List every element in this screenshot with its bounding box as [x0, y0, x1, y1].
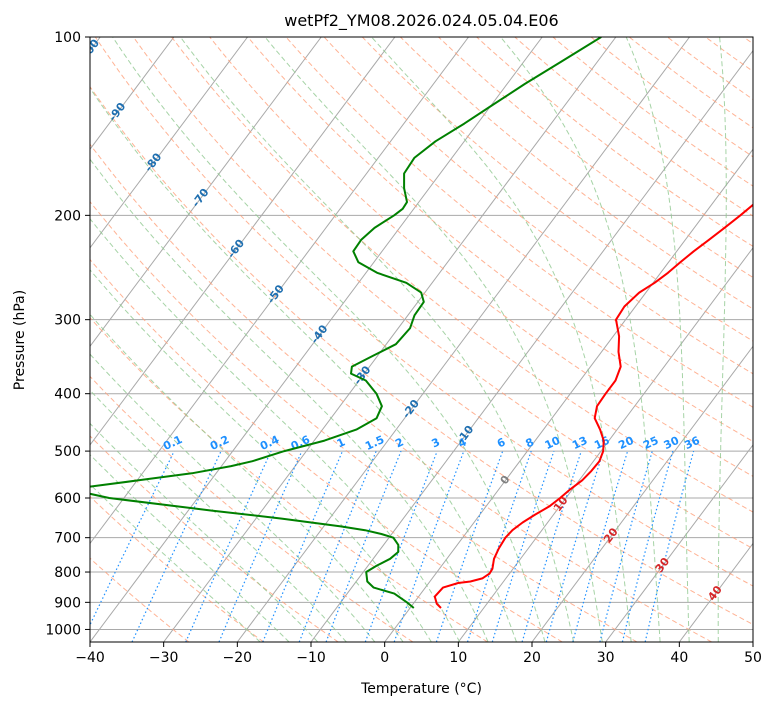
x-tick-label: −40 [75, 650, 105, 666]
moist-adiabat-line [717, 37, 727, 642]
y-tick-label: 700 [54, 531, 81, 547]
moist-adiabat-line [90, 422, 319, 642]
mixing-ratio-label: 16 [592, 434, 612, 452]
dry-adiabat-line [90, 258, 563, 642]
dry-adiabat-line [132, 37, 753, 550]
moist-adiabat-line [112, 37, 546, 642]
mixing-ratio-line [545, 450, 604, 642]
mixing-ratio-line [185, 450, 272, 642]
isotherm-line [90, 37, 469, 545]
isotherm-line [163, 37, 617, 642]
mixing-ratio-label: 20 [616, 434, 636, 452]
y-tick-label: 500 [54, 444, 81, 460]
mixing-ratio-line [325, 450, 402, 642]
mixing-ratio-line [298, 450, 377, 642]
y-tick-label: 1000 [45, 622, 81, 638]
moist-adiabat-line [90, 87, 517, 642]
dry-adiabat-line [90, 85, 753, 626]
axes: −40 −30 −20 −10 0 10 20 30 40 50 100 200 300 400 500 60… [45, 30, 762, 666]
mixing-ratio-label: 10 [543, 434, 563, 452]
x-tick-label: 0 [380, 650, 389, 666]
x-tick-label: 30 [597, 650, 615, 666]
dry-adiabat-line [90, 200, 638, 642]
mixing-ratio-line [572, 450, 629, 642]
mixing-ratio-line [364, 450, 438, 642]
x-tick-label: −30 [149, 650, 179, 666]
moist-adiabat-line [179, 37, 575, 642]
dry-adiabat-line [90, 316, 488, 642]
dry-adiabat-line [90, 375, 414, 642]
x-tick-label: 40 [670, 650, 688, 666]
moist-adiabat-line [625, 37, 690, 642]
plot-frame [89, 36, 754, 643]
x-tick-label: 20 [523, 650, 541, 666]
mixing-ratio-label: 36 [682, 434, 702, 452]
dry-adiabat-line [171, 37, 753, 513]
y-tick-label: 100 [54, 30, 81, 46]
mixing-ratio-label: 13 [570, 434, 589, 452]
y-tick-label: 300 [54, 313, 81, 329]
x-tick-label: 10 [449, 650, 467, 666]
x-axis-label: Temperature (°C) [360, 681, 482, 697]
isotherm-line [457, 246, 753, 642]
dry-adiabat-line [90, 557, 190, 642]
y-axis-label: Pressure (hPa) [12, 290, 28, 390]
dry-adiabat-line [361, 37, 753, 342]
x-tick-label: −20 [223, 650, 253, 666]
y-tick-label: 600 [54, 491, 81, 507]
isotherm-line [531, 345, 753, 642]
mixing-ratio-line [435, 450, 504, 642]
isotherm-line [90, 37, 322, 348]
mixing-ratio-line [644, 450, 695, 642]
x-tick-label: 50 [744, 650, 762, 666]
moist-adiabat-line [371, 37, 632, 642]
mixing-ratio-line [262, 450, 344, 642]
mixing-ratio-line [599, 450, 653, 642]
mixing-ratio-line [393, 450, 465, 642]
moist-adiabat-line [90, 389, 347, 642]
mixing-ratio-line [621, 450, 674, 642]
y-tick-label: 800 [54, 565, 81, 581]
dry-adiabat-line [400, 37, 753, 310]
mixing-ratio-line [466, 450, 532, 642]
isotherm-line [90, 37, 248, 249]
moist-adiabat-line [90, 269, 432, 642]
moist-adiabat-line [90, 217, 461, 642]
moist-adiabat-line [90, 453, 290, 642]
y-tick-label: 200 [54, 208, 81, 224]
isotherm-line [90, 37, 175, 151]
moist-adiabat-line [500, 37, 661, 642]
plot-area: 0.10.20.40.611.52346810131620253036-100-… [90, 37, 753, 642]
mixing-ratio-line [491, 450, 555, 642]
mixing-ratio-line [218, 450, 303, 642]
moist-adiabat-line [90, 158, 489, 642]
moist-adiabat-line [90, 313, 404, 642]
mixing-ratio-label: 30 [662, 434, 682, 452]
x-tick-label: −10 [296, 650, 326, 666]
isotherm-line [605, 444, 753, 642]
mixing-ratio-label: 25 [641, 434, 660, 452]
moist-adiabat-line [264, 37, 603, 642]
isotherm-line [90, 37, 396, 446]
dewpoint-profile-line [90, 37, 602, 609]
chart-title: wetPf2_YM08.2026.024.05.04.E06 [284, 11, 558, 31]
isotherm-line [384, 148, 753, 642]
y-tick-label: 900 [54, 595, 81, 611]
isotherm-line [90, 37, 543, 642]
y-tick-label: 400 [54, 387, 81, 403]
dry-adiabat-line [90, 143, 712, 642]
temperature-profile-line [433, 203, 753, 609]
dry-adiabat-line [90, 435, 339, 642]
mixing-ratio-line [521, 450, 582, 642]
dry-adiabat-line [209, 37, 753, 477]
isotherm-line [236, 37, 690, 642]
dry-adiabat-line [247, 37, 753, 443]
